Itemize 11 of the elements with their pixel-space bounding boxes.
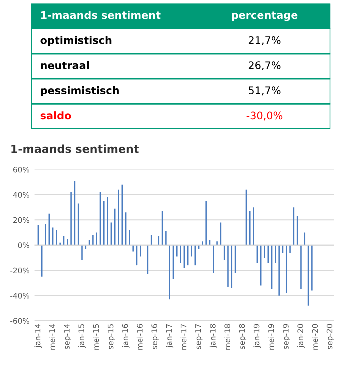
text: percentage — [232, 12, 298, 22]
chart-title: 1-maands sentiment — [12, 144, 139, 154]
data-label: 21,7% — [248, 36, 281, 46]
data-label: 26,7% — [248, 62, 281, 71]
data-label: -30,0% — [246, 112, 283, 121]
category-label: neutraal — [41, 61, 90, 70]
category-label: saldo — [40, 112, 72, 120]
data-label: 51,7% — [249, 86, 281, 96]
category-label: pessimistisch — [41, 86, 119, 97]
text: 1-maands sentiment — [41, 11, 161, 20]
category-label: optimistisch — [40, 36, 112, 46]
